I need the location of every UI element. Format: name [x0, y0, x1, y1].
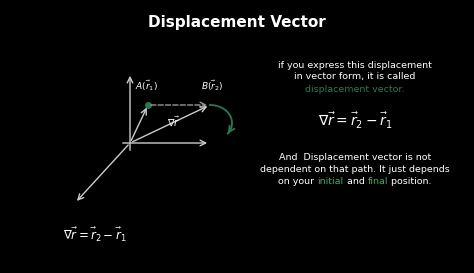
Text: dependent on that path. It just depends: dependent on that path. It just depends: [260, 165, 450, 174]
Text: if you express this displacement: if you express this displacement: [278, 61, 432, 70]
Text: $A(\vec{r}_1)$: $A(\vec{r}_1)$: [135, 78, 157, 93]
Text: $\nabla\vec{r}$: $\nabla\vec{r}$: [167, 114, 181, 128]
Text: final: final: [367, 177, 388, 186]
Text: $\nabla\vec{r} = \vec{r}_2 - \vec{r}_1$: $\nabla\vec{r} = \vec{r}_2 - \vec{r}_1$: [318, 111, 392, 131]
Text: on your: on your: [278, 177, 318, 186]
Text: in vector form, it is called: in vector form, it is called: [294, 73, 416, 82]
Text: initial: initial: [318, 177, 344, 186]
Text: position.: position.: [388, 177, 431, 186]
Text: And  Displacement vector is not: And Displacement vector is not: [279, 153, 431, 162]
Text: $B(\vec{r}_2)$: $B(\vec{r}_2)$: [201, 78, 223, 93]
Text: $\nabla\vec{r} = \vec{r}_2 - \vec{r}_1$: $\nabla\vec{r} = \vec{r}_2 - \vec{r}_1$: [63, 226, 127, 244]
Text: displacement vector.: displacement vector.: [305, 85, 405, 93]
Text: Displacement Vector: Displacement Vector: [148, 15, 326, 30]
Text: and: and: [344, 177, 367, 186]
